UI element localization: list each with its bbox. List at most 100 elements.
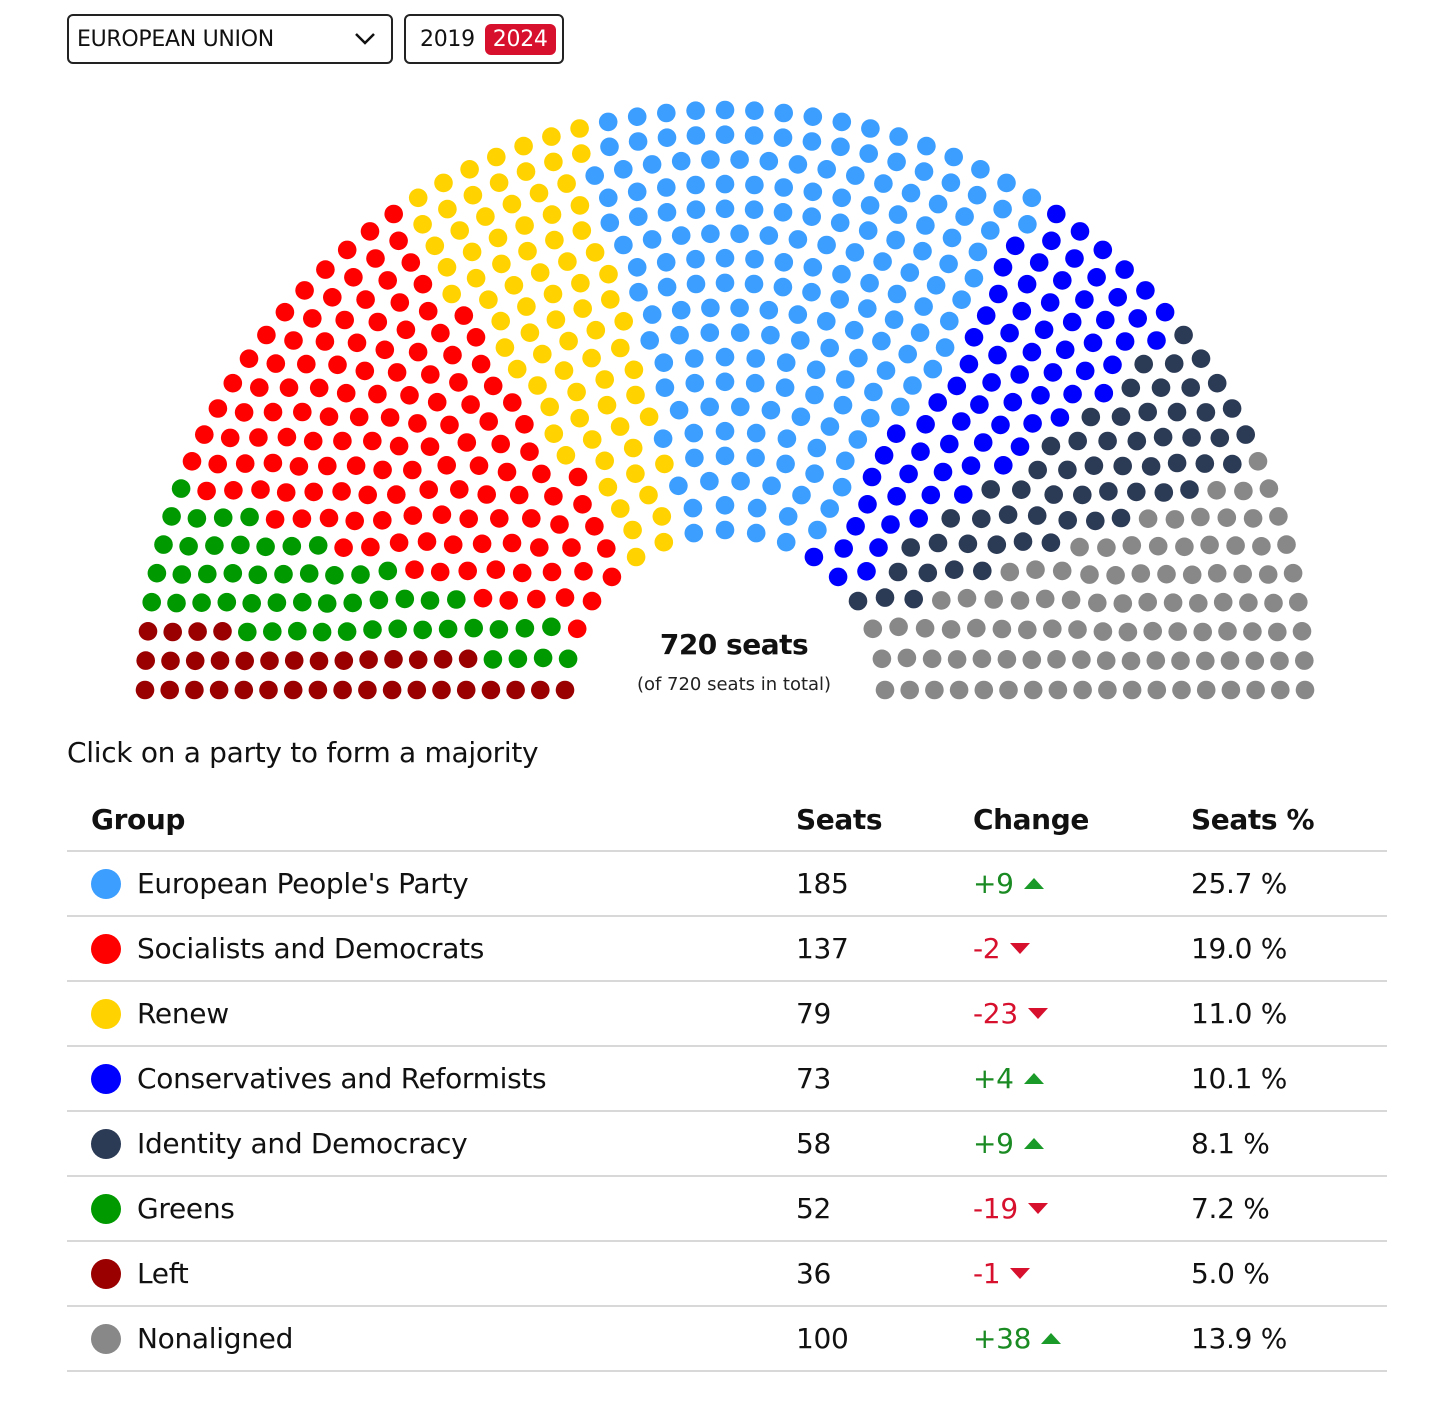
seat-dot-european-people-s-party — [884, 310, 904, 330]
seat-dot-nonaligned — [1259, 479, 1279, 498]
seat-dot-european-people-s-party — [802, 282, 821, 302]
region-select-value: EUROPEAN UNION — [77, 26, 274, 52]
seat-dot-european-people-s-party — [715, 347, 735, 367]
seat-dot-european-people-s-party — [642, 155, 662, 174]
seat-dot-identity-and-democracy — [1174, 325, 1193, 345]
seat-dot-socialists-and-democrats — [235, 454, 255, 473]
seats-total: (of 720 seats in total) — [636, 674, 832, 695]
seat-dot-renew — [623, 438, 643, 458]
party-color-dot — [91, 868, 121, 899]
seat-dot-identity-and-democracy — [1181, 378, 1200, 397]
table-row[interactable]: Identity and Democracy 58 +9 8.1 % — [67, 1112, 1387, 1177]
seat-dot-renew — [611, 499, 630, 518]
seat-dot-renew — [624, 360, 644, 380]
seat-dot-european-people-s-party — [762, 476, 781, 496]
seat-dot-european-people-s-party — [874, 174, 893, 193]
seat-dot-european-people-s-party — [777, 429, 797, 449]
seat-dot-european-people-s-party — [627, 258, 647, 277]
table-row[interactable]: European People's Party 185 +9 25.7 % — [67, 852, 1387, 917]
seat-dot-greens — [299, 564, 319, 583]
region-select[interactable]: EUROPEAN UNION — [67, 14, 393, 64]
seat-dot-identity-and-democracy — [1210, 428, 1230, 448]
seat-dot-socialists-and-democrats — [356, 290, 375, 309]
seat-dot-left — [185, 680, 204, 700]
seat-dot-socialists-and-democrats — [347, 333, 367, 353]
seat-dot-identity-and-democracy — [941, 509, 960, 528]
table-row[interactable]: Left 36 -1 5.0 % — [67, 1242, 1387, 1307]
seat-dot-socialists-and-democrats — [197, 481, 216, 501]
seat-dot-socialists-and-democrats — [568, 467, 588, 487]
seat-dot-european-people-s-party — [730, 150, 749, 169]
seat-dot-european-people-s-party — [775, 378, 795, 398]
seat-dot-left — [382, 680, 402, 700]
seat-dot-left — [160, 680, 179, 700]
seat-dot-european-people-s-party — [941, 173, 961, 192]
seat-dot-socialists-and-democrats — [295, 281, 314, 300]
seat-dot-renew — [543, 284, 563, 304]
seat-dot-socialists-and-democrats — [378, 271, 398, 290]
seat-dot-socialists-and-democrats — [387, 363, 407, 382]
seat-dot-socialists-and-democrats — [515, 415, 534, 434]
seat-dot-identity-and-democracy — [901, 538, 920, 557]
table-row[interactable]: Socialists and Democrats 137 -2 19.0 % — [67, 917, 1387, 982]
seat-dot-socialists-and-democrats — [437, 456, 457, 475]
seat-dot-nonaligned — [1080, 565, 1099, 584]
seat-dot-left — [234, 680, 254, 700]
table-row[interactable]: Nonaligned 100 +38 13.9 % — [67, 1307, 1387, 1372]
row-seats: 137 — [796, 932, 849, 965]
seat-dot-renew — [425, 236, 445, 256]
seat-dot-european-people-s-party — [830, 213, 850, 233]
seat-dot-conservatives-and-reformists — [834, 539, 853, 558]
seat-dot-conservatives-and-reformists — [828, 567, 848, 587]
seat-dot-socialists-and-democrats — [249, 428, 268, 447]
seat-dot-left — [138, 622, 158, 641]
seat-dot-socialists-and-democrats — [337, 240, 357, 260]
change-value: -1 — [973, 1257, 1001, 1290]
seat-dot-european-people-s-party — [629, 282, 648, 302]
seat-dot-socialists-and-democrats — [323, 288, 342, 307]
seat-dot-conservatives-and-reformists — [1043, 363, 1063, 382]
seat-dot-nonaligned — [1196, 680, 1216, 700]
seat-dot-left — [481, 680, 501, 700]
seat-dot-european-people-s-party — [788, 155, 808, 174]
seat-dot-european-people-s-party — [715, 372, 735, 392]
seat-dot-greens — [363, 620, 382, 639]
seat-dot-conservatives-and-reformists — [909, 509, 928, 528]
seat-dot-left — [555, 680, 575, 700]
seat-dot-european-people-s-party — [859, 144, 878, 163]
year-2019-button[interactable]: 2019 — [420, 26, 475, 52]
triangle-down-icon — [1027, 1008, 1048, 1019]
seat-dot-european-people-s-party — [831, 137, 850, 157]
seat-dot-european-people-s-party — [820, 499, 839, 518]
seat-dot-european-people-s-party — [761, 325, 780, 345]
seat-dot-nonaligned — [1172, 680, 1191, 700]
seat-dot-conservatives-and-reformists — [1075, 290, 1094, 309]
seat-dot-european-people-s-party — [715, 125, 735, 144]
seat-dot-european-people-s-party — [686, 200, 706, 219]
seat-dot-renew — [437, 258, 457, 277]
table-row[interactable]: Conservatives and Reformists 73 +4 10.1 % — [67, 1047, 1387, 1112]
row-seats-pct: 5.0 % — [1191, 1257, 1270, 1290]
seat-dot-identity-and-democracy — [1013, 532, 1033, 551]
seat-dot-renew — [601, 290, 620, 309]
seat-dot-conservatives-and-reformists — [804, 547, 824, 567]
seat-dot-european-people-s-party — [873, 252, 892, 271]
seat-dot-renew — [598, 477, 618, 497]
seat-dot-european-people-s-party — [887, 152, 906, 172]
party-name: Socialists and Democrats — [137, 932, 485, 965]
seat-dot-conservatives-and-reformists — [982, 373, 1001, 392]
seat-dot-identity-and-democracy — [1134, 354, 1153, 374]
seat-dot-european-people-s-party — [886, 230, 905, 250]
seat-dot-nonaligned — [1239, 593, 1258, 612]
seat-dot-conservatives-and-reformists — [940, 434, 959, 454]
seat-dot-conservatives-and-reformists — [993, 258, 1013, 277]
seat-dot-conservatives-and-reformists — [869, 538, 888, 557]
seat-dot-conservatives-and-reformists — [1063, 384, 1082, 404]
seat-dot-european-people-s-party — [993, 199, 1012, 219]
seat-dot-nonaligned — [1245, 651, 1265, 671]
table-row[interactable]: Renew 79 -23 11.0 % — [67, 982, 1387, 1047]
table-row[interactable]: Greens 52 -19 7.2 % — [67, 1177, 1387, 1242]
header-seats-pct: Seats % — [1191, 802, 1315, 836]
year-2024-button[interactable]: 2024 — [484, 23, 556, 55]
seat-dot-greens — [274, 564, 293, 584]
